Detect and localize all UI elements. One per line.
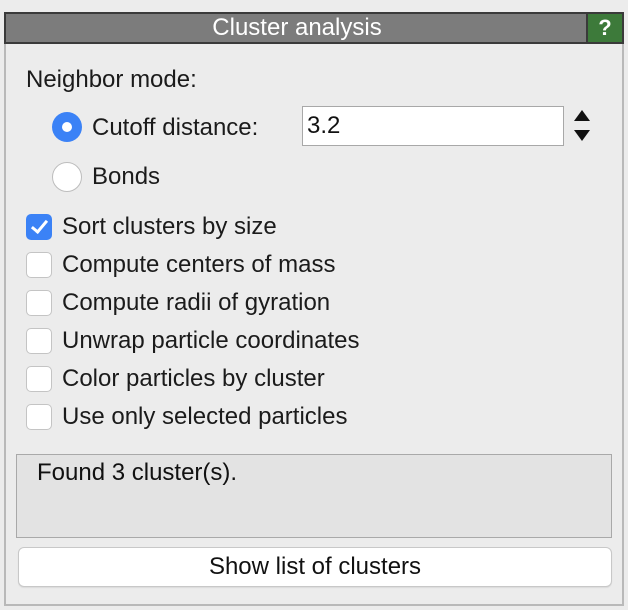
unwrap-coordinates-label[interactable]: Unwrap particle coordinates	[62, 327, 360, 354]
status-box: Found 3 cluster(s).	[16, 454, 612, 538]
spin-down-arrow-icon[interactable]	[566, 126, 598, 146]
cluster-analysis-panel: Neighbor mode: Cutoff distance: Bonds So…	[4, 44, 624, 606]
color-by-cluster-checkbox[interactable]	[26, 366, 52, 392]
cutoff-distance-spinner	[566, 106, 598, 146]
window-top-edge	[0, 0, 628, 12]
neighbor-mode-label: Neighbor mode:	[26, 66, 197, 93]
spin-up-arrow-icon[interactable]	[566, 106, 598, 126]
radii-of-gyration-checkbox[interactable]	[26, 290, 52, 316]
cutoff-distance-input[interactable]	[302, 106, 564, 146]
unwrap-coordinates-checkbox[interactable]	[26, 328, 52, 354]
bonds-radio[interactable]	[52, 162, 82, 192]
cutoff-distance-label[interactable]: Cutoff distance:	[92, 114, 259, 141]
only-selected-label[interactable]: Use only selected particles	[62, 403, 348, 430]
bonds-label[interactable]: Bonds	[92, 163, 161, 190]
centers-of-mass-label[interactable]: Compute centers of mass	[62, 251, 336, 278]
panel-titlebar: Cluster analysis ?	[4, 12, 624, 44]
cutoff-distance-radio[interactable]	[52, 112, 82, 142]
show-list-of-clusters-button[interactable]: Show list of clusters	[18, 547, 612, 587]
radii-of-gyration-label[interactable]: Compute radii of gyration	[62, 289, 331, 316]
sort-clusters-label[interactable]: Sort clusters by size	[62, 213, 277, 240]
status-text: Found 3 cluster(s).	[37, 459, 238, 486]
only-selected-checkbox[interactable]	[26, 404, 52, 430]
sort-clusters-checkbox[interactable]	[26, 214, 52, 240]
color-by-cluster-label[interactable]: Color particles by cluster	[62, 365, 325, 392]
panel-title: Cluster analysis	[212, 14, 382, 41]
help-button[interactable]: ?	[586, 14, 622, 42]
centers-of-mass-checkbox[interactable]	[26, 252, 52, 278]
